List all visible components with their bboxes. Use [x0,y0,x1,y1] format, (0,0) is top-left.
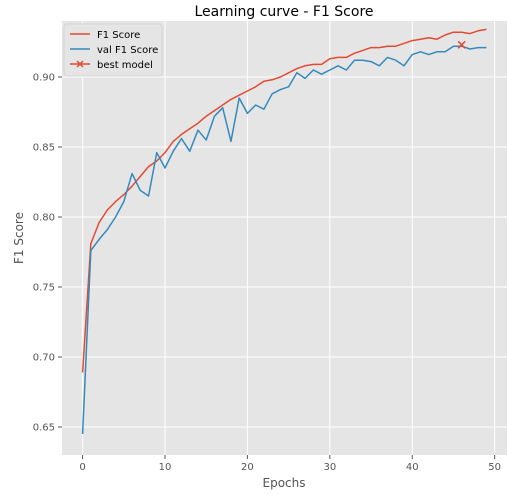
chart-title: Learning curve - F1 Score [194,4,373,20]
x-tick-label: 10 [159,462,172,473]
plot-background [62,21,507,455]
legend: F1 Score val F1 Score best model [63,23,163,77]
grid-lines [62,21,507,455]
x-tick-label: 30 [323,462,336,473]
legend-label-best-model: best model [97,60,153,71]
x-tick-label: 0 [79,462,85,473]
best-model-marker [457,40,466,49]
x-tick-labels: 0 10 20 30 40 50 [79,455,501,473]
legend-box [63,23,163,77]
series-line-f1-score [81,28,487,373]
series-line-val-f1-score [81,45,487,435]
y-tick-label: 0.80 [33,213,55,224]
x-tick-label: 20 [241,462,254,473]
y-tick-label: 0.70 [33,353,55,364]
legend-label-f1: F1 Score [97,30,140,41]
series-lines [81,28,487,435]
markers [457,40,466,49]
y-tick-label: 0.85 [33,143,55,154]
y-axis-title: F1 Score [12,212,26,264]
legend-best-model-x-icon [76,60,84,68]
x-tick-label: 50 [488,462,501,473]
x-tick-label: 40 [406,462,419,473]
y-tick-labels: 0.65 0.70 0.75 0.80 0.85 0.90 [33,73,62,434]
legend-label-val-f1: val F1 Score [97,45,158,56]
y-tick-label: 0.65 [33,423,55,434]
x-axis-title: Epochs [263,476,306,490]
y-tick-label: 0.75 [33,283,55,294]
y-tick-label: 0.90 [33,73,55,84]
